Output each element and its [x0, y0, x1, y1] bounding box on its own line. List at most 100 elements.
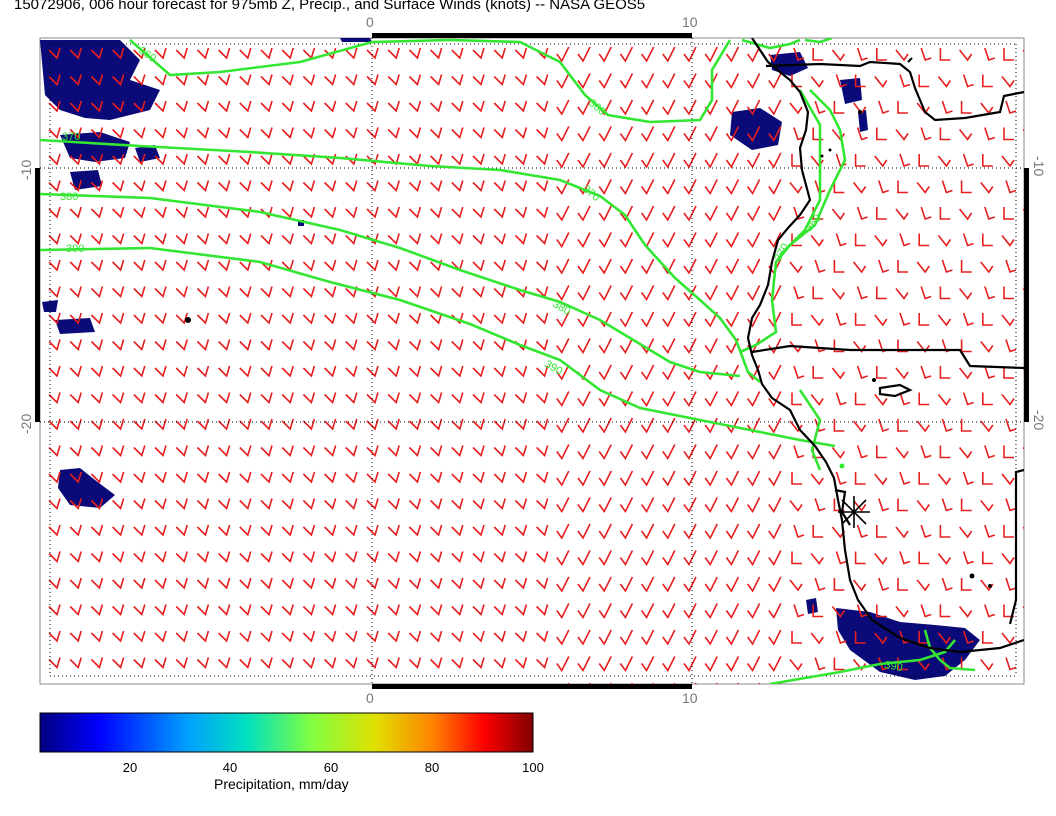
- wind-barb: [48, 286, 61, 299]
- wind-barb: [133, 604, 146, 617]
- wind-barb: [725, 46, 740, 63]
- wind-barb: [302, 180, 316, 193]
- wind-barb: [302, 206, 316, 219]
- wind-barb: [472, 233, 485, 246]
- wind-barb: [683, 576, 697, 593]
- wind-barb: [619, 629, 634, 646]
- wind-barb: [260, 498, 273, 511]
- wind-barb: [831, 367, 846, 380]
- wind-barb: [980, 659, 994, 671]
- wind-barb: [175, 418, 188, 431]
- wind-barb: [683, 470, 697, 487]
- wind-barb: [662, 470, 676, 487]
- wind-barb: [916, 182, 930, 194]
- wind-barb: [662, 523, 676, 540]
- wind-barb: [90, 206, 104, 219]
- wind-barb: [430, 206, 443, 219]
- wind-barb: [302, 551, 316, 564]
- wind-barb: [408, 392, 422, 405]
- wind-barb: [345, 524, 358, 537]
- wind-barb: [854, 154, 866, 167]
- contour-label: 390: [883, 659, 903, 674]
- wind-barb: [577, 444, 591, 461]
- wind-barb: [493, 153, 506, 166]
- wind-barb: [112, 259, 125, 272]
- wind-barb: [112, 418, 125, 431]
- wind-barb: [281, 498, 294, 511]
- wind-barb: [133, 392, 146, 405]
- wind-barb: [90, 418, 104, 431]
- wind-barb: [451, 551, 464, 564]
- wind-barb: [218, 286, 231, 299]
- wind-barb: [810, 314, 824, 327]
- wind-barb: [48, 365, 61, 378]
- wind-barb: [387, 100, 400, 113]
- wind-barb: [281, 206, 294, 219]
- wind-barb: [556, 470, 570, 487]
- wind-barb: [897, 180, 908, 194]
- wind-barb: [982, 551, 993, 565]
- wind-barb: [941, 259, 953, 274]
- wind-barb: [324, 445, 337, 458]
- wind-barb: [514, 551, 528, 564]
- wind-barb: [472, 604, 485, 617]
- wind-barb: [814, 498, 826, 512]
- wind-barb: [854, 392, 866, 406]
- wind-barb: [662, 205, 676, 222]
- wind-barb: [683, 603, 697, 620]
- wind-barb: [408, 312, 422, 325]
- wind-barb: [281, 286, 294, 299]
- wind-barb: [228, 683, 230, 684]
- wind-barb: [90, 445, 104, 458]
- wind-barb: [260, 153, 273, 166]
- wind-barb: [196, 630, 210, 643]
- wind-barb: [556, 179, 570, 196]
- wind-barb: [1005, 418, 1017, 433]
- contour-line: [779, 89, 822, 256]
- wind-barb: [175, 339, 188, 352]
- wind-barb: [239, 577, 252, 590]
- wind-barb: [408, 630, 422, 643]
- wind-barb: [366, 312, 379, 325]
- wind-barb: [810, 553, 824, 565]
- wind-barb: [779, 682, 782, 684]
- wind-barb: [472, 630, 485, 643]
- wind-barb: [1003, 366, 1014, 379]
- wind-barb: [918, 74, 930, 88]
- wind-barb: [302, 233, 316, 246]
- wind-barb: [640, 285, 655, 302]
- wind-barb: [154, 392, 167, 405]
- wind-barb: [918, 313, 930, 326]
- wind-barb: [619, 258, 634, 275]
- wind-barb: [916, 500, 930, 512]
- wind-barb: [366, 206, 379, 219]
- wind-barb: [1005, 180, 1017, 194]
- wind-barb: [493, 551, 506, 564]
- wind-barb: [451, 577, 464, 590]
- wind-barb: [48, 657, 61, 670]
- wind-barb: [768, 629, 782, 646]
- wind-barb: [958, 367, 973, 380]
- wind-barb: [662, 232, 676, 249]
- wind-barb: [1027, 631, 1037, 643]
- wind-barb: [918, 233, 930, 247]
- precip-blob: [58, 468, 115, 508]
- wind-barb: [408, 339, 422, 352]
- wind-barb: [746, 550, 761, 567]
- wind-barb: [112, 498, 125, 511]
- wind-barb: [408, 74, 422, 87]
- wind-barb: [292, 683, 294, 684]
- wind-barb: [937, 553, 952, 565]
- wind-barb: [302, 339, 316, 352]
- wind-barb: [683, 179, 697, 196]
- contour-label: 380: [60, 191, 78, 203]
- wind-barb: [451, 153, 464, 166]
- wind-barb: [746, 444, 761, 461]
- wind-barb: [430, 153, 443, 166]
- wind-barb: [746, 152, 761, 169]
- wind-barb: [345, 392, 358, 405]
- wind-barb: [324, 551, 337, 564]
- wind-barb: [493, 445, 506, 458]
- wind-barb: [556, 232, 570, 249]
- wind-barb: [768, 523, 782, 540]
